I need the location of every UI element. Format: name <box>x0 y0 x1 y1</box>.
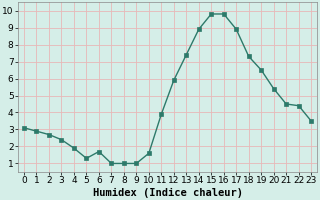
X-axis label: Humidex (Indice chaleur): Humidex (Indice chaleur) <box>92 188 243 198</box>
